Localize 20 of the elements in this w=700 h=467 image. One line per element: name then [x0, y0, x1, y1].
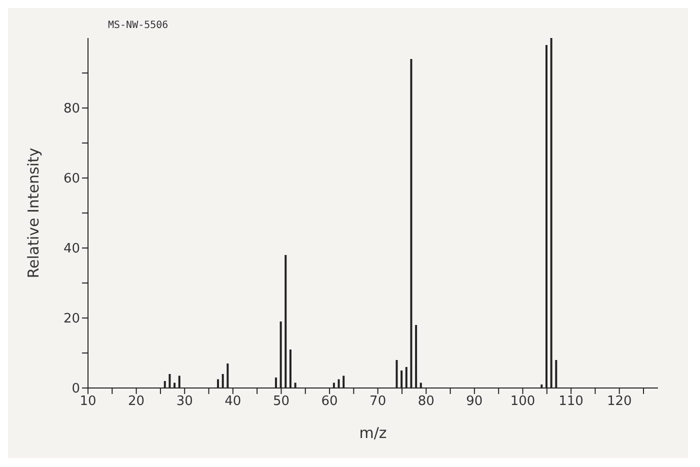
x-tick-label: 20: [128, 394, 145, 410]
text: MS-NW-5506: [108, 20, 168, 31]
y-tick-label: 0: [72, 382, 80, 397]
y-tick-label: 40: [63, 242, 80, 257]
x-tick-label: 120: [606, 394, 632, 410]
y-tick-label: 60: [63, 172, 80, 187]
x-tick-label: 10: [80, 394, 96, 410]
x-tick-label: 60: [321, 394, 338, 410]
y-tick-label: 20: [63, 312, 80, 327]
x-tick-label: 110: [558, 394, 584, 410]
y-axis-title: Relative Intensity: [24, 148, 42, 278]
x-tick-label: 70: [370, 394, 386, 410]
x-tick-label: 100: [510, 394, 536, 410]
y-tick-label: 80: [63, 102, 80, 117]
x-tick-label: 50: [272, 394, 290, 410]
x-axis-title: m/z: [359, 424, 387, 442]
x-tick-label: 90: [466, 394, 483, 410]
x-tick-label: 40: [224, 394, 242, 410]
x-tick-label: 30: [176, 394, 193, 410]
x-tick-label: 80: [418, 394, 434, 410]
